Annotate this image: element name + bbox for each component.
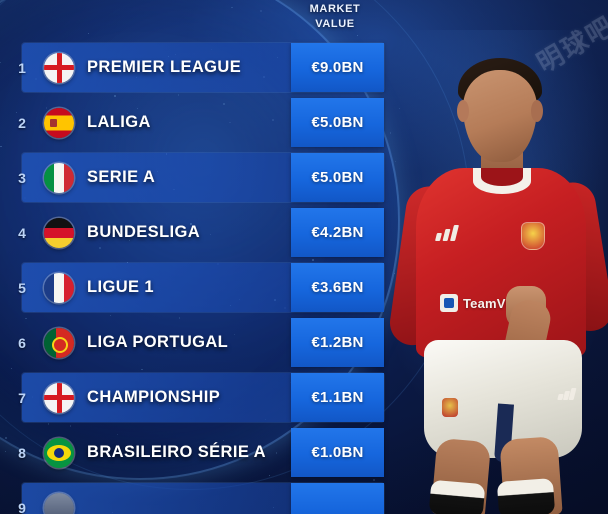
player-left-sock <box>428 479 486 514</box>
table-row[interactable]: 4 BUNDESLIGA €4.2BN <box>0 205 392 260</box>
club-crest-icon <box>521 222 545 250</box>
row-rank: 2 <box>18 114 26 131</box>
table-row[interactable]: 9 <box>0 480 392 514</box>
market-value-cell: €1.0BN <box>291 428 384 477</box>
player-right-ear <box>531 100 543 122</box>
league-market-value-table: 1 PREMIER LEAGUE €9.0BN 2 LALIGA €5.0BN 3 SERIE… <box>0 40 392 514</box>
table-row[interactable]: 6 LIGA PORTUGAL €1.2BN <box>0 315 392 370</box>
row-rank: 8 <box>18 444 26 461</box>
market-value-text: €1.2BN <box>311 334 364 351</box>
market-value-header: MARKET VALUE <box>296 2 374 32</box>
flag-icon-portugal <box>44 327 74 358</box>
market-value-cell: €5.0BN <box>291 153 384 202</box>
market-value-cell: €4.2BN <box>291 208 384 257</box>
table-row[interactable]: 2 LALIGA €5.0BN <box>0 95 392 150</box>
table-row[interactable]: 3 SERIE A €5.0BN <box>0 150 392 205</box>
row-rank: 1 <box>18 59 26 76</box>
row-rank: 6 <box>18 334 26 351</box>
market-value-cell: €9.0BN <box>291 43 384 92</box>
flag-icon-brazil <box>44 437 74 468</box>
league-name: BUNDESLIGA <box>87 223 201 241</box>
row-rank: 7 <box>18 389 26 406</box>
player-right-sock <box>496 478 556 514</box>
market-value-header-line1: MARKET <box>309 3 361 15</box>
flag-icon-spain <box>44 107 74 138</box>
table-row[interactable]: 5 LIGUE 1 €3.6BN <box>0 260 392 315</box>
table-row[interactable]: 1 PREMIER LEAGUE €9.0BN <box>0 40 392 95</box>
shorts-adidas-icon <box>557 388 577 400</box>
shorts-crest-icon <box>442 398 458 417</box>
league-name: BRASILEIRO SÉRIE A <box>87 443 266 461</box>
flag-icon-germany <box>44 217 74 248</box>
market-value-text: €5.0BN <box>311 114 364 131</box>
row-rank: 4 <box>18 224 26 241</box>
flag-icon-england <box>44 382 74 413</box>
market-value-text: €4.2BN <box>311 224 364 241</box>
market-value-cell: €1.1BN <box>291 373 384 422</box>
player-photo: TeamViewer <box>378 0 608 514</box>
market-value-cell: €5.0BN <box>291 98 384 147</box>
sponsor-logo-icon <box>440 294 458 312</box>
row-rank: 3 <box>18 169 26 186</box>
market-value-text: €1.0BN <box>311 444 364 461</box>
league-name: CHAMPIONSHIP <box>87 388 221 406</box>
flag-icon-unknown <box>44 492 74 514</box>
market-value-cell <box>291 483 384 514</box>
player-head <box>463 70 537 162</box>
flag-icon-france <box>44 272 74 303</box>
player-left-ear <box>457 100 469 122</box>
league-name: SERIE A <box>87 168 156 186</box>
table-row[interactable]: 7 CHAMPIONSHIP €1.1BN <box>0 370 392 425</box>
market-value-cell: €3.6BN <box>291 263 384 312</box>
league-name: LIGUE 1 <box>87 278 154 296</box>
league-name: PREMIER LEAGUE <box>87 58 242 76</box>
row-rank: 9 <box>18 499 26 514</box>
market-value-text: €3.6BN <box>311 279 364 296</box>
flag-icon-england <box>44 52 74 83</box>
player-torso-shirt <box>416 168 586 358</box>
market-value-text: €9.0BN <box>311 59 364 76</box>
market-value-cell: €1.2BN <box>291 318 384 367</box>
market-value-header-line2: VALUE <box>315 17 355 30</box>
adidas-logo-icon <box>435 225 462 241</box>
league-name: LALIGA <box>87 113 151 131</box>
row-rank: 5 <box>18 279 26 296</box>
market-value-text: €1.1BN <box>311 389 364 406</box>
market-value-text: €5.0BN <box>311 169 364 186</box>
table-row[interactable]: 8 BRASILEIRO SÉRIE A €1.0BN <box>0 425 392 480</box>
player-collar-inner <box>481 168 523 186</box>
flag-icon-italy <box>44 162 74 193</box>
league-name: LIGA PORTUGAL <box>87 333 229 351</box>
